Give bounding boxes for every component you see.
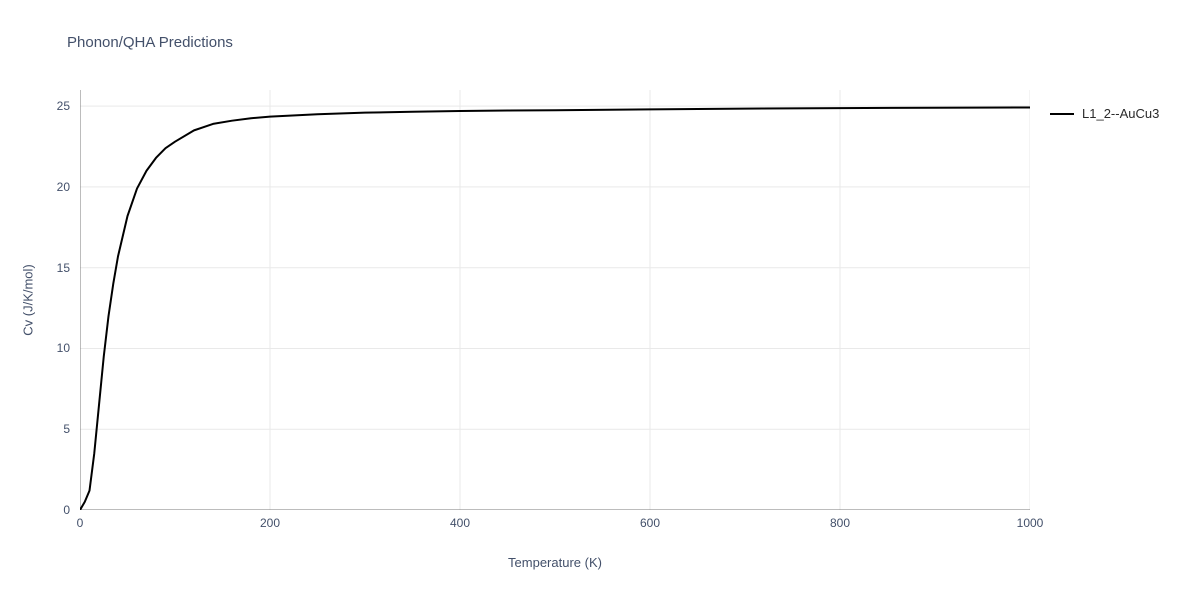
series-line [80, 107, 1030, 510]
axes [80, 90, 1030, 510]
plot-area [80, 90, 1030, 510]
y-tick-label: 15 [57, 261, 70, 275]
legend-label: L1_2--AuCu3 [1082, 106, 1159, 121]
legend: L1_2--AuCu3 [1050, 106, 1159, 121]
x-tick-label: 600 [640, 516, 660, 530]
y-tick-label: 20 [57, 180, 70, 194]
y-tick-label: 10 [57, 341, 70, 355]
tick-marks [80, 106, 1030, 510]
legend-swatch [1050, 113, 1074, 115]
y-tick-label: 5 [63, 422, 70, 436]
x-tick-label: 0 [77, 516, 84, 530]
chart-title: Phonon/QHA Predictions [67, 34, 233, 51]
chart-container: Phonon/QHA Predictions Cv (J/K/mol) Temp… [0, 0, 1200, 600]
x-tick-label: 400 [450, 516, 470, 530]
y-tick-label: 25 [57, 99, 70, 113]
y-tick-label: 0 [63, 503, 70, 517]
x-tick-label: 800 [830, 516, 850, 530]
x-tick-label: 200 [260, 516, 280, 530]
gridlines [80, 90, 1030, 510]
x-tick-label: 1000 [1017, 516, 1044, 530]
data-series [80, 107, 1030, 510]
y-axis-label: Cv (J/K/mol) [21, 264, 36, 336]
x-axis-label: Temperature (K) [508, 555, 602, 570]
